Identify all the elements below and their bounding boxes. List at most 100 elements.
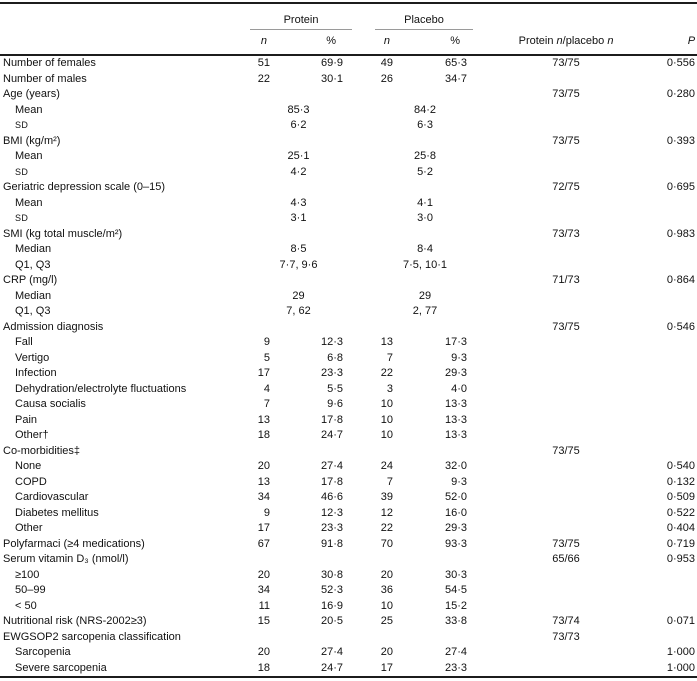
protein-n-cell: 15: [257, 615, 270, 627]
placebo-n-cell: 70: [380, 537, 394, 550]
row-label: Mean: [15, 196, 43, 209]
ratio-cell: 73/73: [552, 227, 580, 240]
row-label: Age (years): [3, 88, 60, 100]
row-label: Median: [15, 243, 52, 255]
table-row: Polyfarmaci (≥4 medications) 67 91·8 70 93·3…: [0, 537, 697, 553]
placebo-pct-cell: 4·0: [451, 382, 468, 395]
p-value-cell: [655, 289, 697, 305]
protein-value-cell: 4·2: [290, 165, 307, 178]
table-row: SD 3·1 3·0: [0, 211, 697, 227]
protein-n-cell: 51: [257, 57, 270, 69]
row-label: Severe sarcopenia: [15, 661, 107, 674]
protein-n-cell: [240, 630, 270, 646]
row-label: Cardiovascular: [15, 491, 89, 503]
placebo-group-header: Placebo: [343, 3, 474, 30]
row-label: Median: [15, 289, 52, 302]
ratio-cell: [467, 196, 655, 212]
protein-pct-cell: [270, 273, 343, 289]
ratio-header-n: n: [607, 35, 614, 47]
row-label: EWGSOP2 sarcopenia classification: [3, 630, 181, 643]
row-label: Mean: [15, 103, 43, 116]
table-row: Dehydration/electrolyte fluctuations 4 5·5…: [0, 382, 697, 398]
p-value-cell: [655, 351, 697, 367]
protein-n-cell: 20: [257, 646, 270, 658]
placebo-pct-cell: [393, 273, 467, 289]
p-value-cell: 0·132: [666, 475, 696, 488]
ratio-cell: [467, 661, 655, 678]
percent-column-label: %: [450, 35, 461, 47]
protein-n-cell: 67: [257, 537, 270, 550]
placebo-pct-cell: 16·0: [445, 506, 468, 519]
table-row: Infection 17 23·3 22 29·3: [0, 366, 697, 382]
placebo-value-cell: 2, 77: [412, 305, 438, 317]
protein-value-cell: 8·5: [290, 243, 307, 255]
p-value-cell: [655, 413, 697, 429]
p-value-cell: 0·509: [666, 491, 696, 503]
table-row: Sarcopenia 20 27·4 20 27·4 1·000: [0, 645, 697, 661]
p-value-cell: [655, 568, 697, 584]
placebo-n-cell: 17: [380, 661, 394, 674]
ratio-cell: [467, 583, 655, 599]
placebo-pct-cell: 33·8: [445, 615, 468, 627]
p-value-cell: [655, 382, 697, 398]
row-label: COPD: [15, 475, 47, 488]
table-row: Age (years) 73/75 0·280: [0, 87, 697, 103]
p-value-cell: [655, 196, 697, 212]
protein-n-cell: 34: [257, 491, 270, 503]
table-row: Mean 4·3 4·1: [0, 196, 697, 212]
placebo-n-cell: 49: [380, 57, 394, 69]
ratio-cell: [467, 103, 655, 119]
placebo-pct-cell: 34·7: [445, 72, 468, 85]
protein-n-cell: 9: [263, 506, 270, 519]
row-label: Mean: [15, 150, 43, 162]
p-value-cell: 0·280: [666, 88, 696, 100]
row-label: Other†: [15, 429, 49, 441]
table-row: Co-morbidities‡ 73/75: [0, 444, 697, 460]
protein-n-cell: 18: [257, 661, 270, 674]
placebo-n-cell: 10: [380, 429, 394, 441]
placebo-value-cell: 3·0: [417, 212, 433, 224]
table-row: EWGSOP2 sarcopenia classification 73/73: [0, 630, 697, 646]
table-row: Nutritional risk (NRS-2002≥3) 15 20·5 25 33·…: [0, 614, 697, 630]
p-value-cell: 0·695: [666, 181, 696, 193]
n-column-label: n: [260, 35, 267, 47]
protein-pct-cell: 30·1: [320, 72, 344, 85]
placebo-n-cell: 26: [380, 72, 394, 85]
ratio-cell: [467, 645, 655, 661]
ratio-cell: 73/73: [552, 630, 580, 643]
row-label: Diabetes mellitus: [15, 506, 99, 519]
row-label: SD: [15, 213, 29, 223]
p-value-cell: 0·953: [666, 553, 696, 565]
placebo-n-cell: 24: [380, 460, 394, 472]
protein-pct-cell: [270, 87, 343, 103]
empty-header-cell: [0, 30, 240, 56]
protein-pct-cell: [270, 630, 343, 646]
placebo-n-cell: [343, 320, 393, 336]
row-label: 50–99: [15, 584, 46, 596]
protein-pct-cell: [270, 444, 343, 460]
placebo-pct-cell: 23·3: [445, 661, 468, 674]
empty-header-cell: [655, 3, 697, 30]
placebo-pct-cell: 29·3: [445, 522, 468, 534]
table-row: Serum vitamin D₃ (nmol/l) 65/66 0·953: [0, 552, 697, 568]
placebo-n-cell: 22: [380, 367, 394, 379]
row-label: Q1, Q3: [15, 305, 51, 317]
placebo-n-cell: [343, 552, 393, 568]
placebo-pct-cell: 9·3: [451, 475, 468, 488]
placebo-pct-cell: [393, 87, 467, 103]
placebo-n-cell: 7: [386, 475, 394, 488]
ratio-cell: [467, 366, 655, 382]
protein-pct-cell: 17·8: [320, 475, 344, 488]
placebo-pct-cell: [393, 180, 467, 196]
placebo-pct-cell: [393, 134, 467, 150]
table-row: SMI (kg total muscle/m²) 73/73 0·983: [0, 227, 697, 243]
p-value-cell: 0·393: [666, 134, 696, 147]
placebo-n-cell: 25: [380, 615, 394, 627]
row-label: Fall: [15, 336, 33, 348]
placebo-value-cell: 4·1: [417, 196, 433, 209]
ratio-cell: [467, 72, 655, 88]
placebo-n-cell: [343, 273, 393, 289]
protein-n-cell: [240, 320, 270, 336]
protein-spanner-rule: Protein: [250, 14, 353, 30]
ratio-cell: [467, 490, 655, 506]
